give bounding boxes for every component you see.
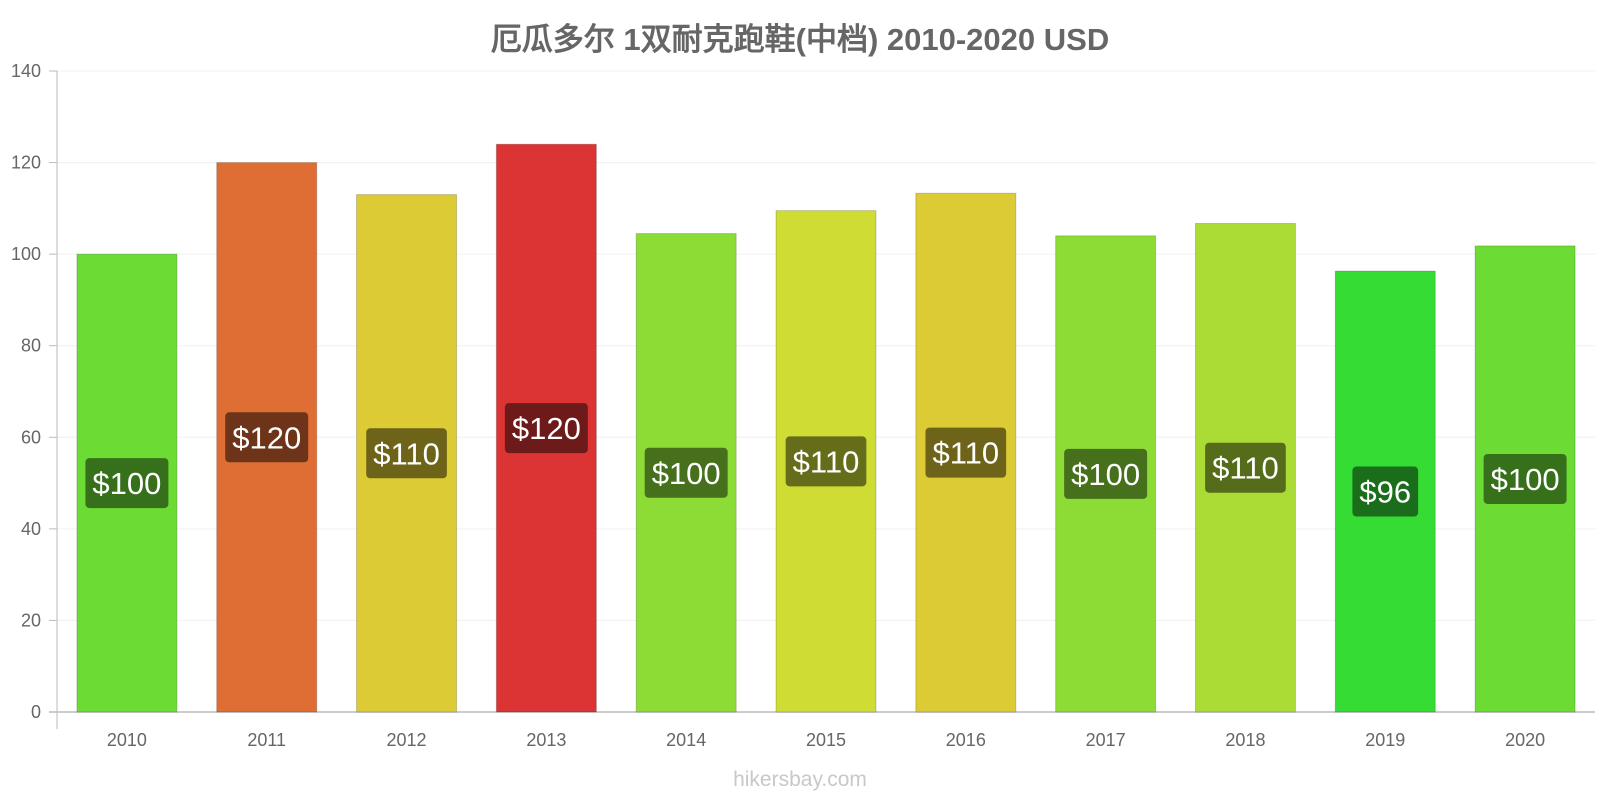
data-label: $120 (232, 420, 301, 455)
data-label-bg (785, 436, 867, 487)
data-label-bg (225, 412, 309, 463)
x-tick-label: 2012 (387, 730, 427, 750)
x-tick-label: 2017 (1086, 730, 1126, 750)
y-tick-label: 80 (21, 336, 41, 356)
data-label-bg (1205, 442, 1286, 493)
data-label: $100 (1071, 457, 1140, 492)
x-tick-label: 2014 (666, 730, 706, 750)
data-label: $100 (92, 466, 161, 501)
x-tick-label: 2020 (1505, 730, 1545, 750)
y-tick-label: 100 (11, 244, 41, 264)
y-tick-label: 120 (11, 153, 41, 173)
data-label: $100 (1491, 462, 1560, 497)
chart-title: 厄瓜多尔 1双耐克跑鞋(中档) 2010-2020 USD (490, 22, 1110, 57)
x-tick-label: 2019 (1365, 730, 1405, 750)
data-label-bg (366, 428, 447, 479)
y-tick-label: 0 (31, 702, 41, 722)
data-label-bg (1064, 448, 1148, 499)
data-label: $120 (512, 411, 581, 446)
data-label-bg (504, 403, 588, 454)
tick-labels: 0 20 40 60 80 100 120 140 2010 2011 2012 2013 2014 20… (11, 61, 1545, 750)
x-tick-label: 2015 (806, 730, 846, 750)
x-tick-label: 2018 (1225, 730, 1265, 750)
y-tick-label: 140 (11, 61, 41, 81)
x-tick-label: 2011 (247, 730, 286, 750)
watermark: hikersbay.com (733, 768, 867, 791)
x-tick-label: 2013 (526, 730, 566, 750)
data-label: $100 (652, 456, 721, 491)
data-label-bg (925, 427, 1007, 478)
y-tick-label: 60 (21, 427, 41, 447)
x-tick-label: 2016 (946, 730, 986, 750)
data-label: $110 (793, 444, 860, 479)
data-label: $110 (373, 436, 440, 471)
data-label: $110 (932, 436, 999, 471)
y-tick-label: 20 (21, 610, 41, 630)
data-label: $110 (1212, 451, 1279, 486)
data-label-bg (1352, 466, 1419, 517)
data-label: $96 (1359, 475, 1411, 510)
x-tick-label: 2010 (107, 730, 147, 750)
y-tick-label: 40 (21, 519, 41, 539)
data-label-bg (1483, 453, 1567, 504)
data-label-bg (644, 447, 728, 498)
data-label-bg (85, 458, 169, 509)
data-labels: $100 $120 $110 $120 $100 $110 $110 $100 $110 $96 $… (85, 403, 1567, 517)
